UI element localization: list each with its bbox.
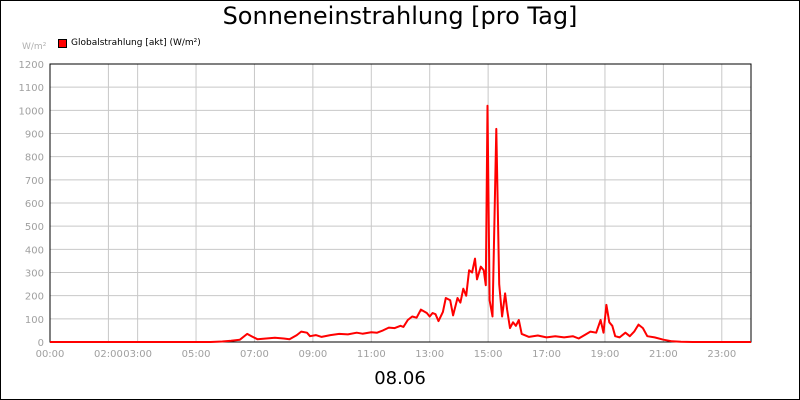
y-tick-label: 1100 (19, 83, 44, 94)
x-tick-label: 17:00 (532, 349, 561, 360)
y-tick-label: 800 (25, 153, 44, 164)
x-tick-label: 11:00 (357, 349, 386, 360)
date-label: 08.06 (374, 368, 426, 389)
y-tick-label: 400 (25, 245, 44, 256)
x-tick-label: 02:00 (94, 349, 123, 360)
x-tick-label: 23:00 (707, 349, 736, 360)
y-tick-label: 300 (25, 269, 44, 280)
y-tick-label: 500 (25, 222, 44, 233)
plot-area-border (49, 63, 752, 343)
y-tick-label: 1200 (19, 60, 44, 71)
x-tick-label: 09:00 (298, 349, 327, 360)
y-tick-label: 600 (25, 199, 44, 210)
y-tick-label: 100 (25, 315, 44, 326)
y-tick-label: 900 (25, 130, 44, 141)
legend: Globalstrahlung [akt] (W/m²) (58, 38, 201, 48)
x-tick-label: 05:00 (182, 349, 211, 360)
y-axis-unit-label: W/m² (22, 42, 47, 52)
x-tick-label: 00:00 (36, 349, 65, 360)
x-tick-label: 21:00 (649, 349, 678, 360)
y-tick-label: 700 (25, 176, 44, 187)
x-tick-label: 07:00 (240, 349, 269, 360)
y-tick-label: 200 (25, 292, 44, 303)
y-tick-label: 0 (38, 338, 44, 349)
x-tick-label: 19:00 (591, 349, 620, 360)
legend-label: Globalstrahlung [akt] (W/m²) (71, 38, 201, 48)
x-tick-label: 15:00 (474, 349, 503, 360)
x-tick-label: 13:00 (415, 349, 444, 360)
x-tick-label: 03:00 (123, 349, 152, 360)
chart-title: Sonneneinstrahlung [pro Tag] (222, 2, 578, 30)
series-line-globalstrahlung (50, 104, 751, 343)
legend-swatch (58, 38, 67, 48)
y-tick-label: 1000 (19, 106, 44, 117)
